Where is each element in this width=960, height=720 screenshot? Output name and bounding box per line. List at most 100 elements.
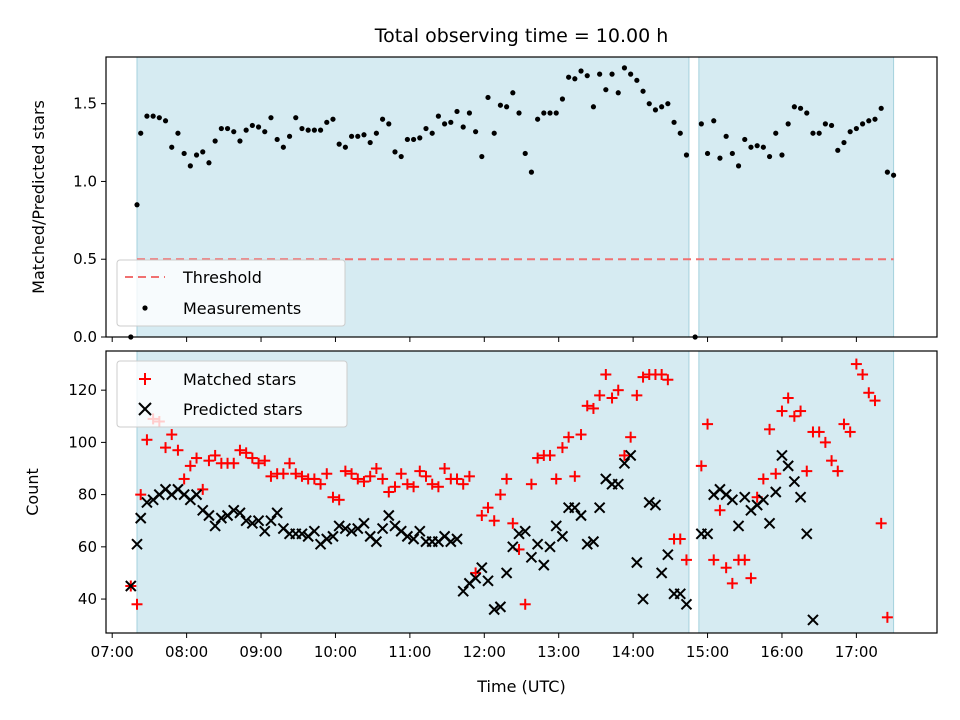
predicted-star-marker-b — [190, 488, 203, 501]
matched-star-point — [838, 418, 850, 430]
measurement-point — [162, 118, 169, 124]
measurement-point — [566, 74, 572, 80]
predicted-star-point — [569, 501, 581, 514]
measurement-point — [280, 144, 286, 150]
x-tick-label: 10:00 — [314, 643, 357, 661]
bottom-y-tick-label: 80 — [78, 486, 97, 504]
measurement-point — [156, 115, 162, 121]
measurement-point — [212, 138, 218, 144]
matched-star-point — [875, 517, 887, 529]
measurement-point — [621, 65, 628, 71]
measurement-point — [404, 136, 410, 143]
measurement-point — [144, 113, 150, 119]
predicted-star-point — [407, 533, 420, 545]
matched-star-point — [563, 431, 575, 443]
predicted-star-point — [739, 491, 751, 503]
measurement-point — [717, 155, 723, 161]
measurement-point — [379, 116, 386, 122]
top-legend-box — [116, 259, 346, 327]
predicted-star-marker-b — [720, 488, 732, 501]
predicted-star-point — [763, 517, 776, 530]
matched-star-point — [618, 449, 630, 461]
predicted-star-point — [215, 512, 228, 524]
matched-star-point — [234, 444, 246, 456]
matched-star-point — [240, 447, 252, 459]
matched-star-point — [358, 476, 370, 488]
matched-star-point — [788, 410, 800, 422]
predicted-star-marker-b — [259, 525, 271, 537]
predicted-star-marker-b — [383, 509, 395, 522]
predicted-star-point — [339, 522, 352, 535]
matched-star-point — [401, 478, 413, 490]
matched-star-point — [395, 468, 407, 480]
measurement-point — [779, 152, 785, 158]
x-tick-label: 08:00 — [165, 643, 208, 661]
measurement-point — [847, 129, 853, 135]
measurement-point — [760, 144, 766, 150]
x-tick-label: 13:00 — [537, 643, 580, 661]
measurement-point — [336, 141, 342, 147]
predicted-star-point — [618, 457, 631, 469]
predicted-star-marker-b — [714, 483, 726, 496]
measurement-point — [305, 127, 311, 133]
predicted-star-point — [345, 525, 358, 537]
predicted-star-marker-b — [482, 575, 494, 587]
measurement-point — [435, 113, 441, 119]
measurement-point — [181, 150, 187, 157]
predicted-star-point — [451, 533, 463, 545]
predicted-star-point — [488, 603, 500, 616]
measurement-point — [878, 105, 884, 111]
measurement-point — [311, 127, 317, 133]
predicted-star-point — [788, 475, 801, 488]
measurement-point — [665, 101, 671, 107]
matched-star-point — [141, 434, 153, 446]
predicted-star-point — [383, 509, 395, 522]
measurement-point — [590, 104, 597, 110]
predicted-star-marker-b — [265, 515, 277, 527]
bottom-y-tick-label: 100 — [68, 433, 97, 451]
predicted-star-point — [308, 525, 321, 537]
predicted-star-marker-b — [203, 509, 215, 522]
matched-star-point — [702, 418, 714, 430]
matched-star-point — [166, 429, 178, 441]
measurement-point — [150, 113, 156, 119]
matched-star-point — [352, 473, 364, 485]
matched-star-point — [253, 457, 265, 469]
predicted-star-point — [757, 494, 770, 506]
matched-star-point — [764, 423, 776, 435]
predicted-star-point — [538, 559, 550, 571]
matched-star-point — [439, 463, 451, 474]
predicted-star-point — [190, 488, 203, 501]
predicted-star-marker-b — [674, 588, 686, 600]
predicted-star-point — [556, 530, 569, 543]
predicted-star-marker-b — [215, 512, 228, 524]
matched-star-point — [581, 400, 593, 412]
predicted-star-marker-b — [445, 535, 457, 548]
predicted-star-point — [544, 541, 556, 553]
predicted-star-point — [327, 530, 339, 543]
matched-star-point — [819, 436, 831, 448]
measurement-point — [497, 102, 504, 108]
predicted-star-marker-b — [327, 530, 339, 543]
bottom-y-tick-label: 120 — [68, 381, 97, 399]
measurement-point — [723, 133, 729, 139]
predicted-star-marker-b — [476, 562, 488, 574]
measurement-point — [286, 133, 293, 139]
predicted-star-point — [445, 535, 457, 548]
measurement-point — [609, 71, 615, 77]
predicted-star-marker-b — [228, 504, 240, 516]
measurement-point — [193, 152, 200, 158]
bottom-y-tick-label: 40 — [78, 590, 97, 608]
predicted-star-marker-b — [414, 525, 426, 537]
predicted-star-point — [414, 525, 426, 537]
x-axis-label: Time (UTC) — [476, 677, 565, 696]
measurement-point — [835, 147, 841, 153]
matched-star-point — [826, 455, 838, 467]
predicted-star-marker-b — [770, 486, 782, 498]
bottom-legend: Matched stars Predicted stars — [116, 360, 348, 428]
predicted-star-point — [575, 509, 587, 522]
matched-star-point — [131, 598, 143, 610]
predicted-star-marker-b — [612, 478, 624, 490]
matched-star-point — [432, 481, 444, 493]
